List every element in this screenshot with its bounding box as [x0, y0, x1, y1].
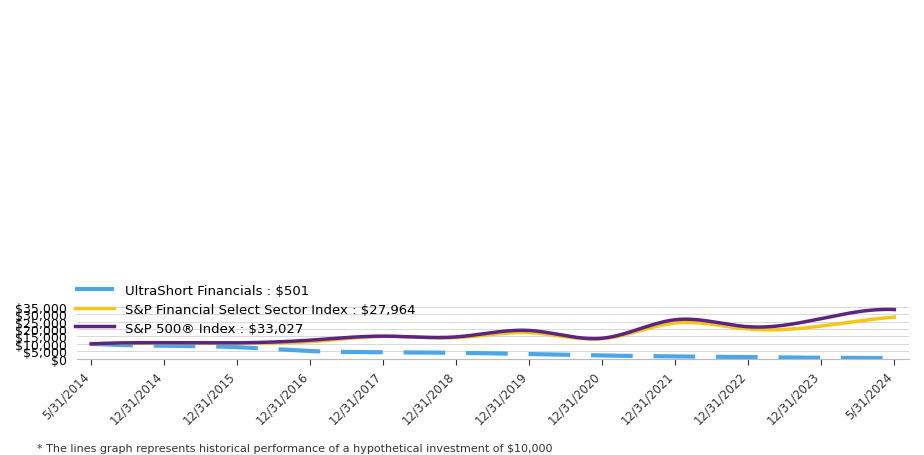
- Legend: UltraShort Financials : $501, S&P Financial Select Sector Index : $27,964, S&P 5: UltraShort Financials : $501, S&P Financ…: [75, 284, 416, 335]
- Text: * The lines graph represents historical performance of a hypothetical investment: * The lines graph represents historical …: [37, 443, 553, 453]
